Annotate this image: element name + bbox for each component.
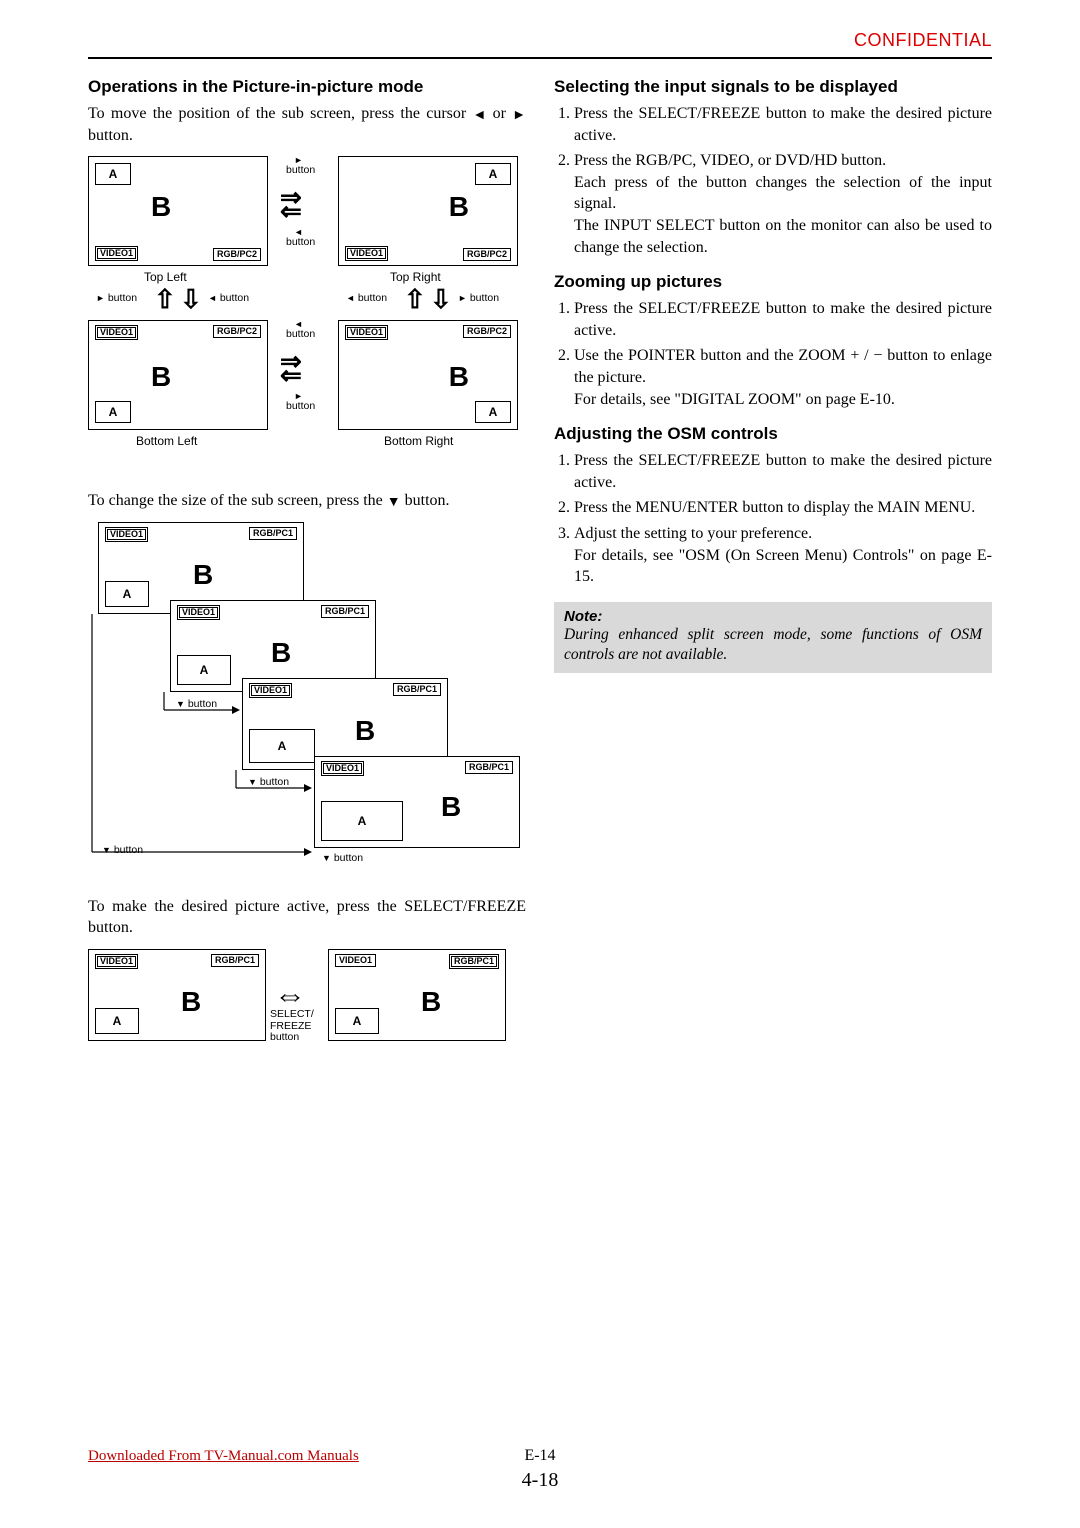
arrow-up-icon-2: ⇧	[404, 284, 426, 315]
left-para-3: To make the desired picture active, pres…	[88, 896, 526, 939]
footer-source-link[interactable]: Downloaded From TV-Manual.com Manuals	[88, 1448, 359, 1464]
left-para-1: To move the position of the sub screen, …	[88, 103, 526, 146]
connector-lines	[88, 522, 528, 882]
note-box: Note: During enhanced split screen mode,…	[554, 602, 992, 673]
horizontal-rule	[88, 57, 992, 59]
arrow-down-icon-2: ⇩	[430, 284, 452, 315]
cursor-left-icon: ◄	[472, 109, 486, 123]
cursor-down-icon: ▼	[387, 496, 401, 510]
right-heading-2: Zooming up pictures	[554, 272, 992, 292]
diagram-select-freeze: VIDEO1 RGB/PC1 B A ⇔ SELECT/ FREEZE butt…	[88, 949, 526, 1069]
left-para-2: To change the size of the sub screen, pr…	[88, 490, 526, 512]
arrow-up-icon: ⇧	[154, 284, 176, 315]
right-column: Selecting the input signals to be displa…	[554, 73, 992, 1083]
right-heading-1: Selecting the input signals to be displa…	[554, 77, 992, 97]
right-list-2: Press the SELECT/FREEZE button to make t…	[554, 298, 992, 410]
confidential-watermark: CONFIDENTIAL	[88, 30, 992, 51]
note-label: Note:	[564, 608, 982, 625]
footer-page-num: 4-18	[88, 1469, 992, 1492]
page-footer: Downloaded From TV-Manual.com Manuals E-…	[88, 1448, 992, 1492]
right-list-3: Press the SELECT/FREEZE button to make t…	[554, 450, 992, 588]
note-text: During enhanced split screen mode, some …	[564, 625, 982, 665]
arrow-down-icon: ⇩	[180, 284, 202, 315]
diagram-pip-positions: A B VIDEO1 RGB/PC2 Top Left A B VIDEO1 R…	[88, 156, 526, 476]
arrow-right-icon: ⇒⇐	[280, 190, 302, 219]
right-list-1: Press the SELECT/FREEZE button to make t…	[554, 103, 992, 258]
right-heading-3: Adjusting the OSM controls	[554, 424, 992, 444]
left-column: Operations in the Picture-in-picture mod…	[88, 73, 526, 1083]
diagram-pip-sizes: VIDEO1 RGB/PC1 B A VIDEO1 RGB/PC1 B A VI…	[88, 522, 526, 882]
arrow-right-icon-2: ⇒⇐	[280, 354, 302, 383]
cursor-right-icon: ►	[512, 109, 526, 123]
left-heading-1: Operations in the Picture-in-picture mod…	[88, 77, 526, 97]
